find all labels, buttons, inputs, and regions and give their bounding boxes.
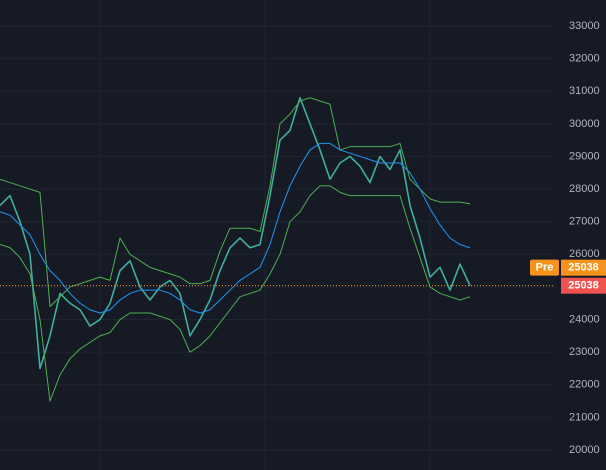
y-tick-label: 26000 <box>569 248 600 260</box>
y-tick-label: 21000 <box>569 411 600 423</box>
y-tick-label: 30000 <box>569 118 600 130</box>
pre-price-tag <box>561 259 606 276</box>
y-tick-label: 24000 <box>569 313 600 325</box>
y-tick-label: 23000 <box>569 346 600 358</box>
pre-tag <box>530 259 559 276</box>
price-line <box>0 96 471 370</box>
y-tick-label: 33000 <box>569 20 600 32</box>
y-tick-label: 27000 <box>569 216 600 228</box>
y-tick-label: 29000 <box>569 150 600 162</box>
y-tick-label: 31000 <box>569 85 600 97</box>
y-tick-label: 20000 <box>569 444 600 456</box>
y-tick-label: 22000 <box>569 379 600 391</box>
last-price-label: 25038 <box>568 280 599 292</box>
y-tick-label: 32000 <box>569 53 600 65</box>
pre-label: Pre <box>536 262 554 274</box>
pre-price-label: 25038 <box>568 262 599 274</box>
y-tick-label: 28000 <box>569 183 600 195</box>
price-line <box>0 97 471 307</box>
last-price-tag <box>561 277 606 294</box>
price-line <box>0 185 471 402</box>
